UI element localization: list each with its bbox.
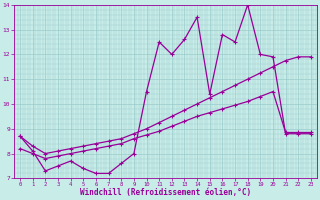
X-axis label: Windchill (Refroidissement éolien,°C): Windchill (Refroidissement éolien,°C) <box>80 188 251 197</box>
